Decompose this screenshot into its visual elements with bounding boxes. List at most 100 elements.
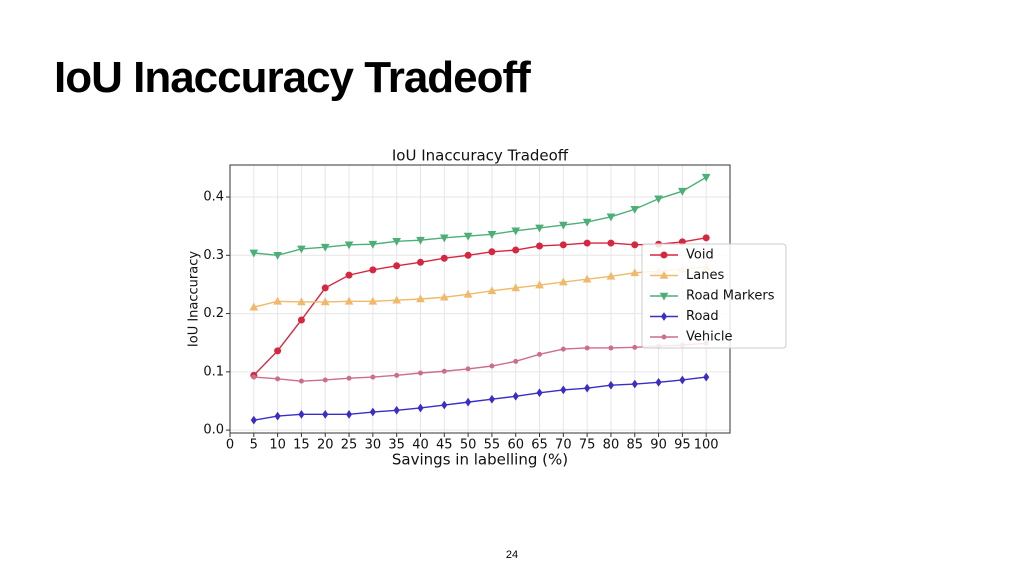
- marker: [274, 411, 281, 421]
- series-line: [253, 176, 707, 257]
- marker: [511, 283, 521, 292]
- marker: [559, 241, 567, 249]
- marker: [297, 316, 305, 324]
- marker: [701, 173, 711, 182]
- marker: [630, 268, 640, 277]
- marker: [463, 289, 473, 298]
- marker: [274, 347, 282, 355]
- marker: [417, 403, 424, 413]
- marker: [251, 374, 257, 380]
- marker: [249, 249, 259, 258]
- marker: [393, 405, 400, 415]
- series-line: [253, 376, 707, 421]
- marker: [512, 391, 519, 401]
- legend-box: [641, 243, 787, 349]
- marker: [630, 205, 640, 214]
- marker: [345, 409, 353, 419]
- marker: [369, 407, 376, 417]
- marker: [394, 372, 400, 378]
- marker: [249, 302, 259, 311]
- marker: [275, 376, 281, 382]
- marker: [273, 296, 282, 305]
- marker: [465, 397, 472, 407]
- y-tick-label: 0.2: [203, 306, 224, 321]
- page-number: 24: [506, 549, 518, 561]
- marker: [537, 351, 543, 357]
- marker: [298, 409, 305, 419]
- x-tick-label: 45: [436, 438, 453, 453]
- marker: [297, 297, 306, 306]
- marker: [560, 385, 567, 395]
- marker: [298, 378, 304, 384]
- marker: [393, 262, 401, 270]
- marker: [655, 377, 662, 387]
- marker: [441, 368, 447, 374]
- x-tick-label: 5: [250, 438, 258, 453]
- marker: [659, 292, 669, 301]
- chart-title: IoU Inaccuracy Tradeoff: [392, 147, 569, 165]
- marker: [659, 270, 669, 279]
- y-tick-label: 0.4: [203, 190, 224, 205]
- marker: [297, 245, 306, 254]
- marker: [583, 239, 591, 247]
- marker: [346, 375, 352, 381]
- marker: [368, 296, 378, 305]
- marker: [417, 370, 423, 376]
- marker: [679, 375, 686, 385]
- marker: [535, 280, 544, 289]
- marker: [660, 312, 668, 321]
- y-tick-label: 0.1: [203, 364, 224, 379]
- marker: [631, 379, 638, 389]
- marker: [344, 241, 354, 250]
- marker: [488, 248, 496, 256]
- marker: [320, 243, 330, 252]
- legend-label: Road Markers: [686, 289, 775, 304]
- y-axis-label: IoU Inaccuracy: [187, 251, 202, 347]
- marker: [582, 218, 592, 227]
- x-tick-label: 70: [555, 438, 572, 453]
- marker: [487, 231, 497, 239]
- marker: [632, 344, 638, 350]
- x-tick-label: 90: [650, 438, 667, 453]
- legend-label: Vehicle: [686, 330, 733, 345]
- marker: [660, 251, 668, 259]
- legend-label: Road: [686, 309, 719, 324]
- series-line: [253, 266, 707, 308]
- y-tick-label: 0.3: [203, 248, 224, 263]
- marker: [369, 266, 377, 274]
- marker: [439, 234, 449, 243]
- x-tick-label: 20: [317, 438, 334, 453]
- x-tick-label: 15: [293, 438, 310, 453]
- marker: [463, 232, 473, 241]
- marker: [345, 271, 353, 279]
- marker: [487, 286, 497, 295]
- marker: [536, 242, 544, 250]
- marker: [465, 366, 471, 372]
- marker: [631, 241, 639, 249]
- marker: [558, 221, 568, 230]
- x-tick-label: 25: [341, 438, 358, 453]
- x-tick-label: 30: [365, 438, 382, 453]
- marker: [392, 295, 402, 304]
- marker: [584, 383, 591, 393]
- legend-label: Lanes: [686, 268, 724, 283]
- x-tick-label: 40: [412, 438, 429, 453]
- x-tick-label: 60: [507, 438, 524, 453]
- marker: [320, 297, 330, 306]
- x-tick-label: 65: [531, 438, 548, 453]
- x-tick-label: 50: [460, 438, 477, 453]
- y-tick-label: 0.0: [203, 423, 224, 438]
- marker: [416, 236, 425, 245]
- marker: [678, 187, 687, 196]
- marker: [439, 292, 449, 301]
- marker: [558, 277, 568, 286]
- marker: [250, 415, 257, 425]
- x-tick-label: 85: [626, 438, 643, 453]
- legend: Void Lanes Road Markers Road Vehicle: [641, 243, 787, 349]
- marker: [370, 374, 376, 380]
- marker: [368, 240, 378, 249]
- marker: [607, 380, 615, 390]
- marker: [344, 296, 354, 305]
- marker: [606, 271, 616, 280]
